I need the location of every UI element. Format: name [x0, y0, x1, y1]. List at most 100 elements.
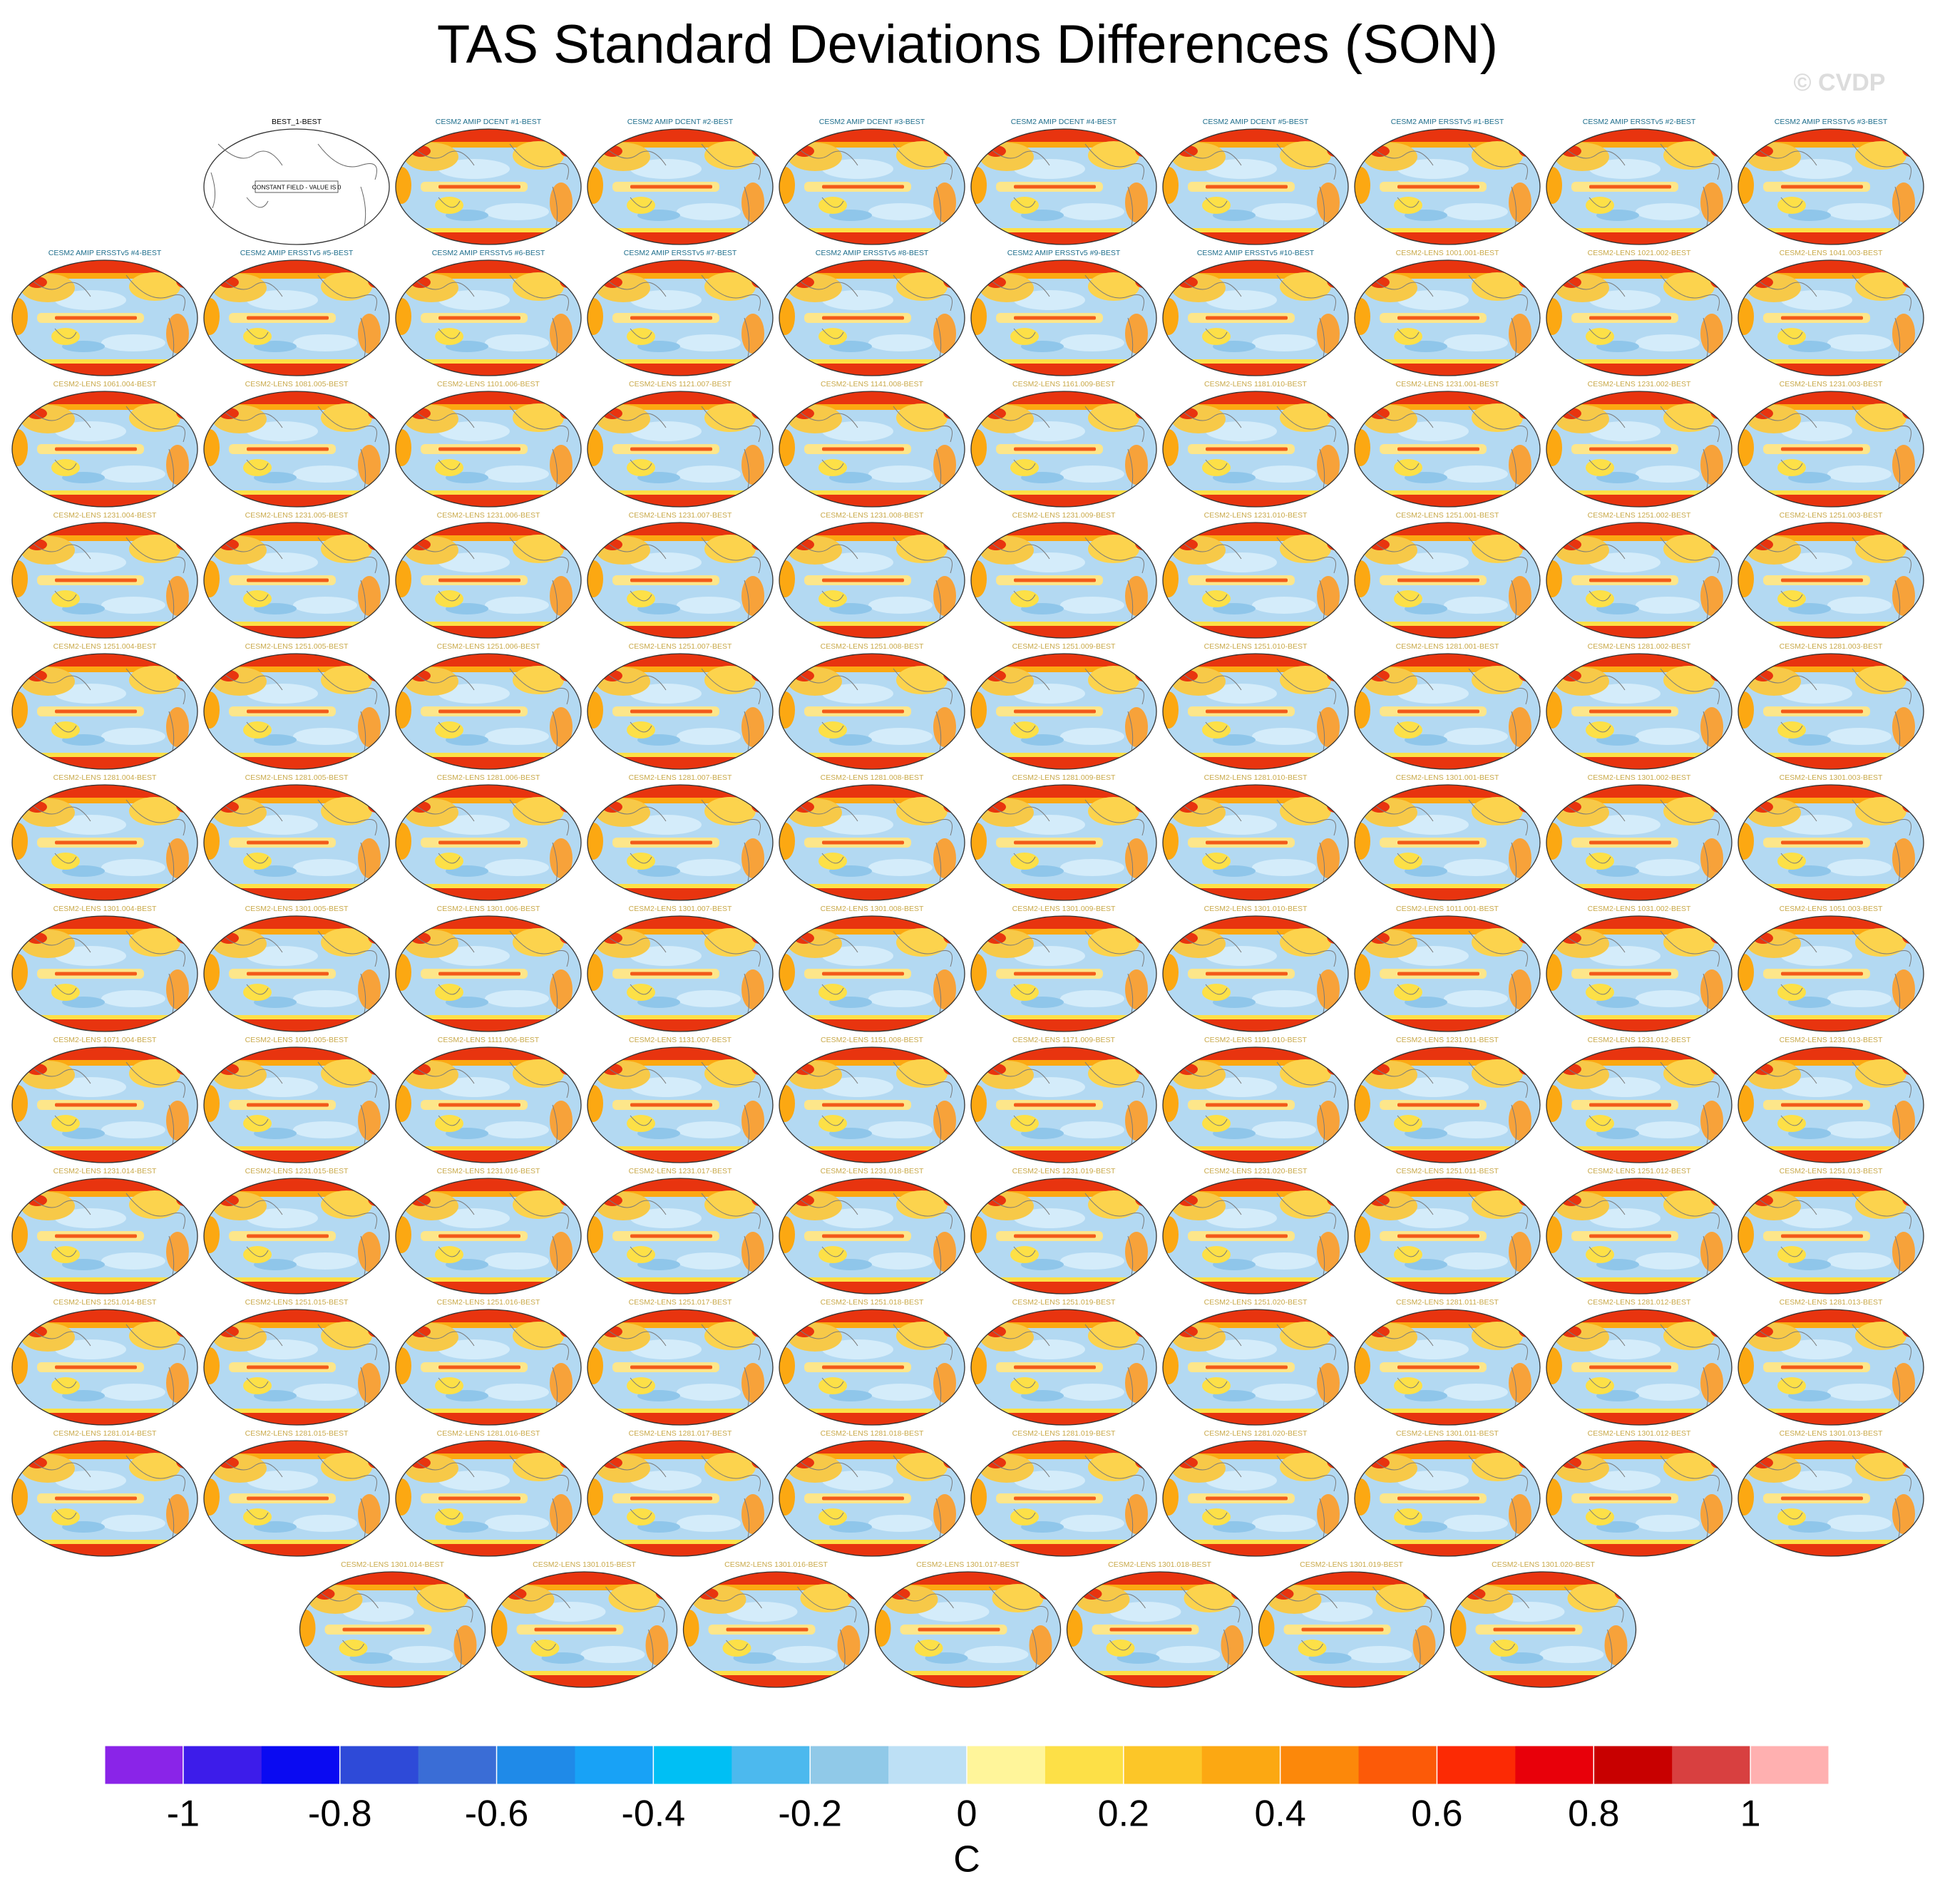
panel-label: CESM2-LENS 1301.015-BEST: [533, 1560, 636, 1569]
map-panel: CESM2-LENS 1231.006-BEST: [391, 511, 581, 638]
panel-label: CESM2-LENS 1131.007-BEST: [629, 1036, 732, 1044]
colorbar-box: [888, 1746, 968, 1784]
map-panel: CESM2 AMIP ERSSTv5 #1-BEST: [1350, 118, 1540, 245]
map-panel: CESM2-LENS 1281.001-BEST: [1350, 642, 1540, 769]
map-panel: CESM2-LENS 1171.009-BEST: [967, 1036, 1156, 1163]
panel-label: CESM2-LENS 1051.003-BEST: [1780, 905, 1883, 913]
colorbar-tick-label: 1: [1740, 1794, 1761, 1835]
panel-label: CESM2-LENS 1281.019-BEST: [1012, 1429, 1116, 1438]
map-panel: CESM2 AMIP ERSSTv5 #4-BEST: [8, 249, 197, 376]
panel-label: CESM2-LENS 1231.004-BEST: [53, 511, 157, 520]
map-panel: CESM2-LENS 1251.001-BEST: [1350, 511, 1540, 638]
map-panel: CESM2-LENS 1281.018-BEST: [775, 1429, 965, 1556]
colorbar-box: [1593, 1746, 1673, 1784]
colorbar-label: C: [953, 1839, 980, 1880]
map: [775, 523, 965, 638]
map-panel: CESM2-LENS 1251.019-BEST: [967, 1298, 1156, 1425]
map-panel: CESM2 AMIP DCENT #3-BEST: [775, 118, 965, 245]
panel-label: CESM2-LENS 1281.015-BEST: [245, 1429, 349, 1438]
panel-label: CESM2-LENS 1301.008-BEST: [821, 905, 924, 913]
map-panel: CESM2-LENS 1251.020-BEST: [1159, 1298, 1348, 1425]
colorbar-tick-label: -0.2: [778, 1794, 842, 1835]
panel-label: CESM2-LENS 1251.005-BEST: [245, 642, 349, 651]
map: [391, 391, 581, 507]
map-panel: CESM2-LENS 1301.001-BEST: [1350, 773, 1540, 900]
panel-label: CESM2-LENS 1231.012-BEST: [1588, 1036, 1691, 1044]
map-panel: CESM2-LENS 1151.008-BEST: [775, 1036, 965, 1163]
colorbar-box: [810, 1746, 889, 1784]
map: [775, 1047, 965, 1163]
map-panel: CESM2-LENS 1301.017-BEST: [871, 1560, 1061, 1687]
map-panel: CESM2-LENS 1231.010-BEST: [1159, 511, 1348, 638]
panel-label: CESM2-LENS 1231.005-BEST: [245, 511, 349, 520]
map: [1350, 1047, 1540, 1163]
map: [391, 916, 581, 1031]
panel-label: CESM2-LENS 1301.009-BEST: [1012, 905, 1116, 913]
panel-label: CESM2-LENS 1231.018-BEST: [821, 1167, 924, 1175]
map-panel: CESM2-LENS 1301.015-BEST: [488, 1560, 677, 1687]
panel-label: CESM2-LENS 1281.009-BEST: [1012, 773, 1116, 782]
map: [8, 391, 197, 507]
panel-label: CESM2-LENS 1081.005-BEST: [245, 380, 349, 388]
map: [1734, 523, 1924, 638]
map: [583, 260, 773, 376]
panel-label: CESM2-LENS 1251.019-BEST: [1012, 1298, 1116, 1307]
map: [967, 260, 1156, 376]
map: [583, 391, 773, 507]
map-panel: CESM2-LENS 1281.019-BEST: [967, 1429, 1156, 1556]
panel-label: CESM2-LENS 1251.008-BEST: [821, 642, 924, 651]
map-panel: CESM2-LENS 1301.009-BEST: [967, 905, 1156, 1031]
panel-label: CESM2 AMIP ERSSTv5 #10-BEST: [1197, 249, 1315, 257]
colorbar-box: [1358, 1746, 1437, 1784]
map: [1159, 1441, 1348, 1556]
map-panel: CESM2-LENS 1191.010-BEST: [1159, 1036, 1348, 1163]
panel-label: CESM2 AMIP ERSSTv5 #8-BEST: [816, 249, 929, 257]
panel-label: CESM2-LENS 1301.014-BEST: [341, 1560, 444, 1569]
map-panel: CESM2-LENS 1281.008-BEST: [775, 773, 965, 900]
panel-label: CESM2-LENS 1281.013-BEST: [1780, 1298, 1883, 1307]
map-panel: CESM2-LENS 1081.005-BEST: [200, 380, 389, 507]
map: [1542, 260, 1732, 376]
map: [583, 1047, 773, 1163]
map: [583, 1309, 773, 1425]
colorbar-tick-label: -0.4: [622, 1794, 686, 1835]
panel-label: CESM2-LENS 1251.013-BEST: [1780, 1167, 1883, 1175]
map: [775, 260, 965, 376]
map: [1542, 1309, 1732, 1425]
map: [391, 1309, 581, 1425]
map-panel: CESM2-LENS 1281.003-BEST: [1734, 642, 1924, 769]
map-panel: CESM2-LENS 1051.003-BEST: [1734, 905, 1924, 1031]
panel-label: CESM2-LENS 1251.018-BEST: [821, 1298, 924, 1307]
map: [1350, 129, 1540, 245]
map: [1542, 1441, 1732, 1556]
panel-label: CESM2-LENS 1251.014-BEST: [53, 1298, 157, 1307]
panel-label: CESM2-LENS 1301.018-BEST: [1108, 1560, 1211, 1569]
map-panel: CESM2-LENS 1231.019-BEST: [967, 1167, 1156, 1294]
colorbar-box: [1750, 1746, 1829, 1784]
panel-label: CESM2-LENS 1161.009-BEST: [1012, 380, 1116, 388]
map-panel: CESM2-LENS 1231.014-BEST: [8, 1167, 197, 1294]
colorbar-tick-label: -1: [167, 1794, 200, 1835]
panel-label: CESM2-LENS 1231.017-BEST: [629, 1167, 732, 1175]
map: [1734, 129, 1924, 245]
map-panel: CESM2-LENS 1231.016-BEST: [391, 1167, 581, 1294]
panel-label: CESM2-LENS 1091.005-BEST: [245, 1036, 349, 1044]
panel-label: CESM2-LENS 1231.020-BEST: [1204, 1167, 1308, 1175]
panel-label: CESM2-LENS 1231.010-BEST: [1204, 511, 1308, 520]
colorbar-box: [732, 1746, 811, 1784]
map-panel: CESM2-LENS 1011.001-BEST: [1350, 905, 1540, 1031]
map: [1734, 1309, 1924, 1425]
panel-label: CESM2-LENS 1251.012-BEST: [1588, 1167, 1691, 1175]
map-panel: CESM2-LENS 1301.002-BEST: [1542, 773, 1732, 900]
colorbar-box: [1280, 1746, 1360, 1784]
map: [1350, 654, 1540, 769]
map-panel: CESM2-LENS 1301.016-BEST: [679, 1560, 869, 1687]
panel-label: CESM2 AMIP ERSSTv5 #6-BEST: [432, 249, 545, 257]
map-panel: CESM2-LENS 1301.019-BEST: [1255, 1560, 1444, 1687]
panel-label: CESM2 AMIP ERSSTv5 #1-BEST: [1391, 118, 1504, 126]
panel-label: CESM2-LENS 1281.003-BEST: [1780, 642, 1883, 651]
map: [1159, 654, 1348, 769]
panel-label: CESM2-LENS 1251.009-BEST: [1012, 642, 1116, 651]
map-panel: CESM2 AMIP ERSSTv5 #3-BEST: [1734, 118, 1924, 245]
